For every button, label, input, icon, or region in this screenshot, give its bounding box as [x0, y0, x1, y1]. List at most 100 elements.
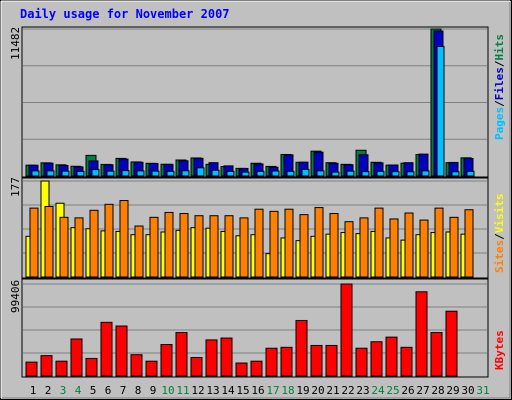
- bar-kbytes-day-2: [40, 355, 53, 377]
- bar-pages-day-26: [406, 171, 415, 177]
- bar-sites-day-2: [44, 205, 54, 278]
- bar-pages-day-9: [151, 170, 160, 177]
- bar-sites-day-21: [329, 213, 339, 278]
- bar-sites-day-13: [209, 215, 219, 278]
- x-label-day-31: 31: [476, 384, 489, 397]
- x-label-day-13: 13: [206, 384, 219, 397]
- bar-sites-day-10: [164, 211, 174, 278]
- legend-pages: Pages: [493, 107, 506, 140]
- bar-kbytes-day-6: [100, 321, 113, 377]
- bar-sites-day-23: [359, 217, 369, 278]
- x-label-day-24: 24: [371, 384, 385, 397]
- chart-title: Daily usage for November 2007: [20, 7, 230, 21]
- top-legend: Pages/Files/Hits: [493, 34, 506, 140]
- bar-pages-day-4: [76, 170, 85, 177]
- bar-kbytes-day-19: [295, 319, 308, 377]
- x-label-day-2: 2: [45, 384, 52, 397]
- x-label-day-7: 7: [120, 384, 127, 397]
- bar-pages-day-23: [361, 171, 370, 177]
- x-label-day-28: 28: [431, 384, 444, 397]
- bar-kbytes-day-28: [430, 332, 443, 377]
- bar-pages-day-1: [31, 170, 40, 177]
- x-label-day-25: 25: [386, 384, 399, 397]
- bar-kbytes-day-21: [325, 344, 338, 377]
- gridlines: [23, 28, 487, 354]
- bar-kbytes-day-9: [145, 360, 158, 377]
- bar-sites-day-15: [239, 217, 249, 278]
- bar-sites-day-30: [464, 209, 474, 278]
- bar-pages-day-18: [286, 170, 295, 177]
- legend-visits: Visits: [493, 194, 506, 234]
- legend-sep-3: /: [493, 233, 506, 240]
- bar-kbytes-day-10: [160, 344, 173, 377]
- bar-sites-day-26: [404, 212, 414, 278]
- bar-sites-day-6: [104, 203, 114, 278]
- middle-legend: Sites/Visits: [493, 194, 506, 274]
- x-label-day-19: 19: [296, 384, 309, 397]
- bar-kbytes-day-13: [205, 339, 218, 377]
- x-label-day-12: 12: [191, 384, 204, 397]
- x-label-day-8: 8: [135, 384, 142, 397]
- legend-hits: Hits: [493, 34, 506, 61]
- bar-kbytes-day-15: [235, 362, 248, 377]
- x-label-day-21: 21: [326, 384, 339, 397]
- bar-sites-day-17: [269, 210, 279, 278]
- bar-sites-day-18: [284, 208, 294, 278]
- bar-kbytes-day-14: [220, 337, 233, 377]
- middle-ymax-label: 177: [9, 177, 22, 197]
- bar-kbytes-day-18: [280, 346, 293, 377]
- x-label-day-9: 9: [150, 384, 157, 397]
- x-label-day-11: 11: [176, 384, 189, 397]
- bar-pages-day-21: [331, 171, 340, 177]
- x-label-day-10: 10: [161, 384, 174, 397]
- bar-kbytes-day-8: [130, 354, 143, 377]
- bar-pages-day-6: [106, 170, 115, 177]
- x-label-day-4: 4: [75, 384, 82, 397]
- legend-sites: Sites: [493, 240, 506, 273]
- bar-sites-day-1: [29, 207, 39, 278]
- bar-pages-day-17: [271, 170, 280, 177]
- bar-sites-day-27: [419, 219, 429, 278]
- x-label-day-29: 29: [446, 384, 459, 397]
- bar-sites-day-25: [389, 218, 399, 278]
- bar-pages-day-15: [241, 171, 250, 177]
- bar-kbytes-day-12: [190, 356, 203, 377]
- bar-pages-day-19: [301, 168, 310, 177]
- bar-kbytes-day-5: [85, 357, 98, 377]
- bar-pages-day-27: [421, 170, 430, 177]
- bar-kbytes-day-24: [370, 341, 383, 377]
- x-label-day-3: 3: [60, 384, 67, 397]
- bar-pages-day-25: [391, 171, 400, 177]
- bar-kbytes-day-23: [355, 347, 368, 377]
- legend-sep-1: /: [493, 100, 506, 107]
- bar-kbytes-day-20: [310, 344, 323, 377]
- x-label-day-16: 16: [251, 384, 264, 397]
- bar-pages-day-13: [211, 169, 220, 177]
- x-label-day-6: 6: [105, 384, 112, 397]
- bar-pages-day-5: [91, 169, 100, 177]
- x-label-day-14: 14: [221, 384, 235, 397]
- bar-pages-day-22: [346, 170, 355, 177]
- bar-pages-day-3: [61, 170, 70, 177]
- bar-sites-day-8: [134, 225, 144, 278]
- bar-kbytes-day-16: [250, 360, 263, 377]
- x-label-day-18: 18: [281, 384, 294, 397]
- x-label-day-15: 15: [236, 384, 249, 397]
- bar-kbytes-day-4: [70, 338, 83, 377]
- bar-sites-day-14: [224, 215, 234, 278]
- bar-sites-day-22: [344, 221, 354, 278]
- bar-kbytes-day-29: [445, 310, 458, 377]
- bar-sites-day-11: [179, 213, 189, 278]
- bar-sites-day-28: [434, 207, 444, 278]
- bar-sites-day-24: [374, 207, 384, 278]
- top-ymax-label: 11482: [9, 27, 22, 60]
- bar-sites-day-19: [299, 214, 309, 278]
- legend-sep-2: /: [493, 60, 506, 67]
- bar-sites-day-9: [149, 216, 159, 278]
- bar-kbytes-day-1: [25, 361, 38, 377]
- bar-sites-day-29: [449, 216, 459, 278]
- bar-kbytes-day-25: [385, 336, 398, 377]
- bar-pages-day-30: [466, 170, 475, 177]
- bar-pages-day-28: [436, 45, 445, 177]
- bar-kbytes-day-7: [115, 325, 128, 377]
